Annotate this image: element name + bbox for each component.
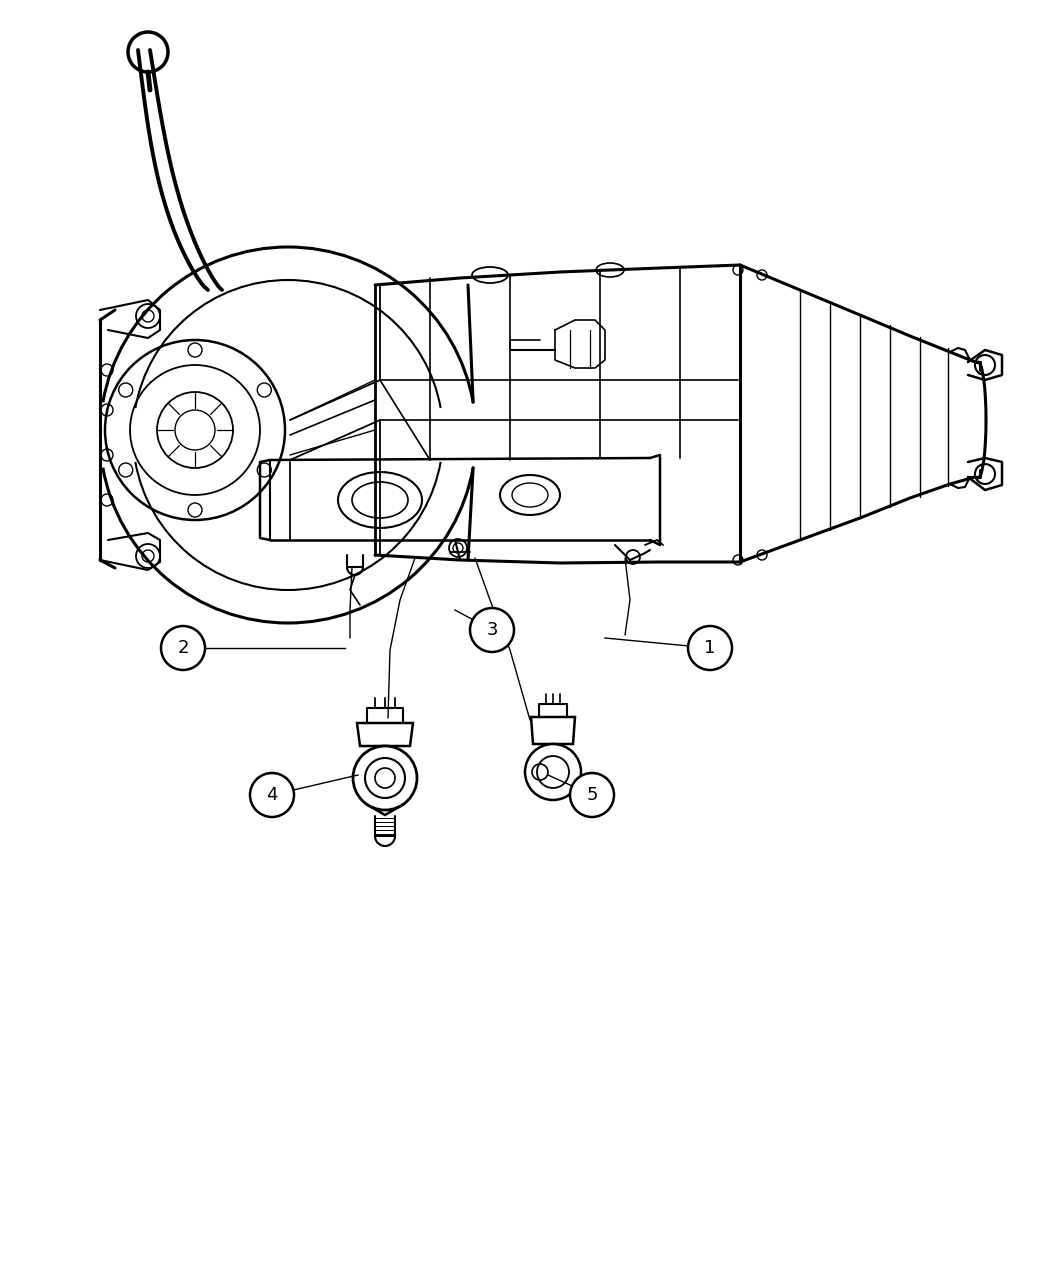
Circle shape (525, 745, 581, 799)
Text: 2: 2 (177, 639, 189, 657)
Text: 4: 4 (267, 785, 278, 805)
Polygon shape (366, 771, 404, 815)
Polygon shape (531, 717, 575, 745)
Circle shape (161, 626, 205, 669)
Circle shape (470, 608, 514, 652)
Circle shape (688, 626, 732, 669)
Circle shape (570, 773, 614, 817)
Circle shape (250, 773, 294, 817)
Polygon shape (530, 757, 550, 787)
Text: 1: 1 (705, 639, 716, 657)
Circle shape (353, 746, 417, 810)
Polygon shape (357, 723, 413, 746)
Text: 5: 5 (586, 785, 597, 805)
Text: 3: 3 (486, 621, 498, 639)
